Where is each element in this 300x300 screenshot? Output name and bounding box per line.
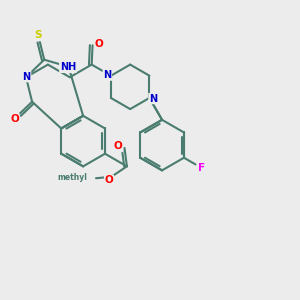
Text: N: N (103, 70, 111, 80)
Text: NH: NH (60, 62, 76, 72)
Text: N: N (149, 94, 157, 103)
Text: O: O (114, 141, 122, 152)
Text: N: N (22, 72, 31, 82)
Text: methyl: methyl (58, 173, 88, 182)
Text: O: O (10, 114, 19, 124)
Text: O: O (95, 39, 103, 49)
Text: S: S (34, 31, 42, 40)
Text: F: F (198, 163, 205, 173)
Text: O: O (105, 175, 113, 185)
